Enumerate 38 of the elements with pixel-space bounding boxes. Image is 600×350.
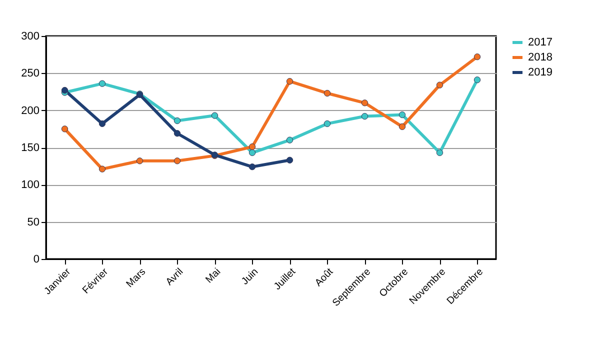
- point: [324, 90, 331, 97]
- point: [286, 136, 294, 144]
- point: [248, 164, 256, 170]
- point: [174, 130, 181, 137]
- x-tick-label: Juin: [240, 266, 261, 288]
- legend-label: 2019: [528, 66, 552, 78]
- point: [61, 126, 68, 132]
- point: [324, 120, 331, 128]
- point: [398, 111, 406, 118]
- point: [361, 112, 368, 120]
- point: [98, 166, 106, 172]
- point: [286, 156, 294, 164]
- point: [248, 149, 256, 156]
- point: [174, 158, 181, 164]
- point: [61, 86, 68, 94]
- point: [398, 123, 406, 130]
- y-tick-label: 0: [33, 254, 40, 266]
- point: [98, 120, 106, 128]
- point: [136, 158, 144, 164]
- y-tick-label: 150: [21, 142, 40, 154]
- y-tick-label: 300: [21, 30, 40, 42]
- point: [211, 112, 218, 119]
- point: [436, 149, 444, 156]
- legend-label: 2017: [528, 36, 552, 48]
- point: [286, 78, 294, 85]
- point: [98, 80, 106, 87]
- point: [474, 76, 481, 84]
- point: [436, 82, 444, 88]
- y-tick-label: 200: [21, 104, 40, 117]
- y-tick-label: 250: [21, 68, 40, 80]
- y-tick-label: 50: [27, 216, 40, 228]
- y-tick-label: 100: [21, 179, 40, 192]
- point: [474, 53, 481, 60]
- point: [361, 100, 368, 106]
- point: [174, 117, 181, 124]
- point: [248, 143, 256, 150]
- x-tick-label: Mai: [204, 266, 224, 286]
- legend-label: 2018: [528, 52, 552, 64]
